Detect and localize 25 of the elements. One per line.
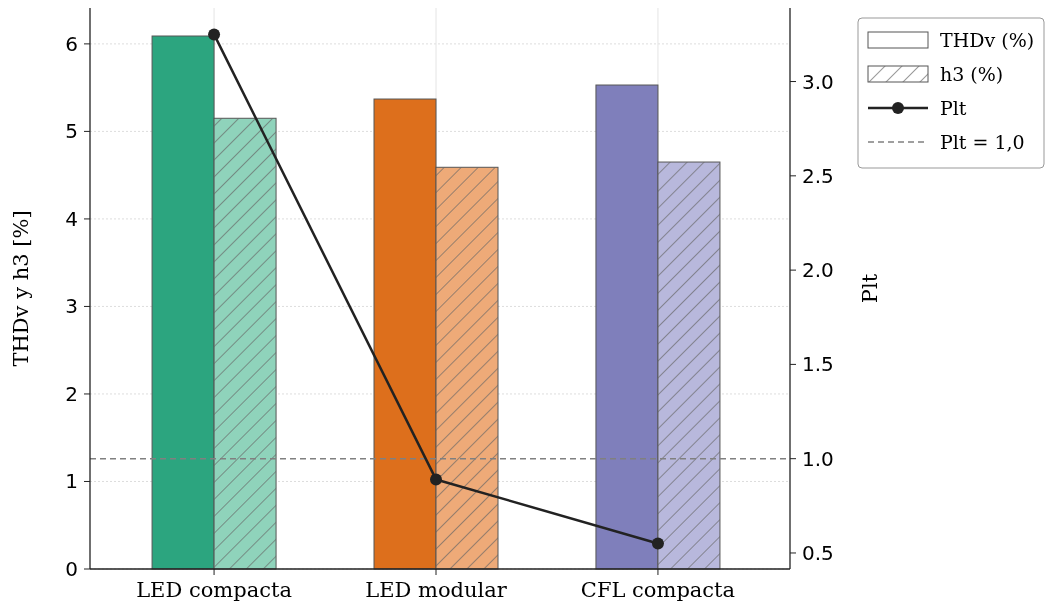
x-tick-label: LED modular [365,578,508,602]
x-tick-label: LED compacta [136,578,292,602]
y-tick-label: 6 [65,31,78,56]
y2-tick-label: 1.5 [802,352,834,377]
y2-tick-label: 3.0 [802,69,834,94]
y2-tick-label: 2.0 [802,258,834,283]
legend-label: Plt [940,96,967,119]
y-axis-title: THDv y h3 [%] [9,210,33,367]
x-tick-label: CFL compacta [580,578,736,602]
y-tick-label: 3 [65,294,78,319]
legend-label: Plt = 1,0 [940,130,1025,153]
y2-tick-label: 0.5 [802,540,834,565]
point [430,473,443,486]
y2-tick-label: 2.5 [802,163,834,188]
legend-label: THDv (%) [940,28,1035,51]
legend-label: h3 (%) [940,62,1004,85]
y-tick-label: 1 [65,469,78,494]
y-tick-label: 0 [65,557,78,581]
point [651,537,664,550]
y-tick-label: 5 [65,119,78,144]
y2-tick-label: 1.0 [802,446,834,471]
y2-axis-title: Plt [858,273,882,304]
y-tick-label: 4 [65,206,78,231]
y-tick-label: 2 [65,381,78,406]
point [208,28,221,41]
